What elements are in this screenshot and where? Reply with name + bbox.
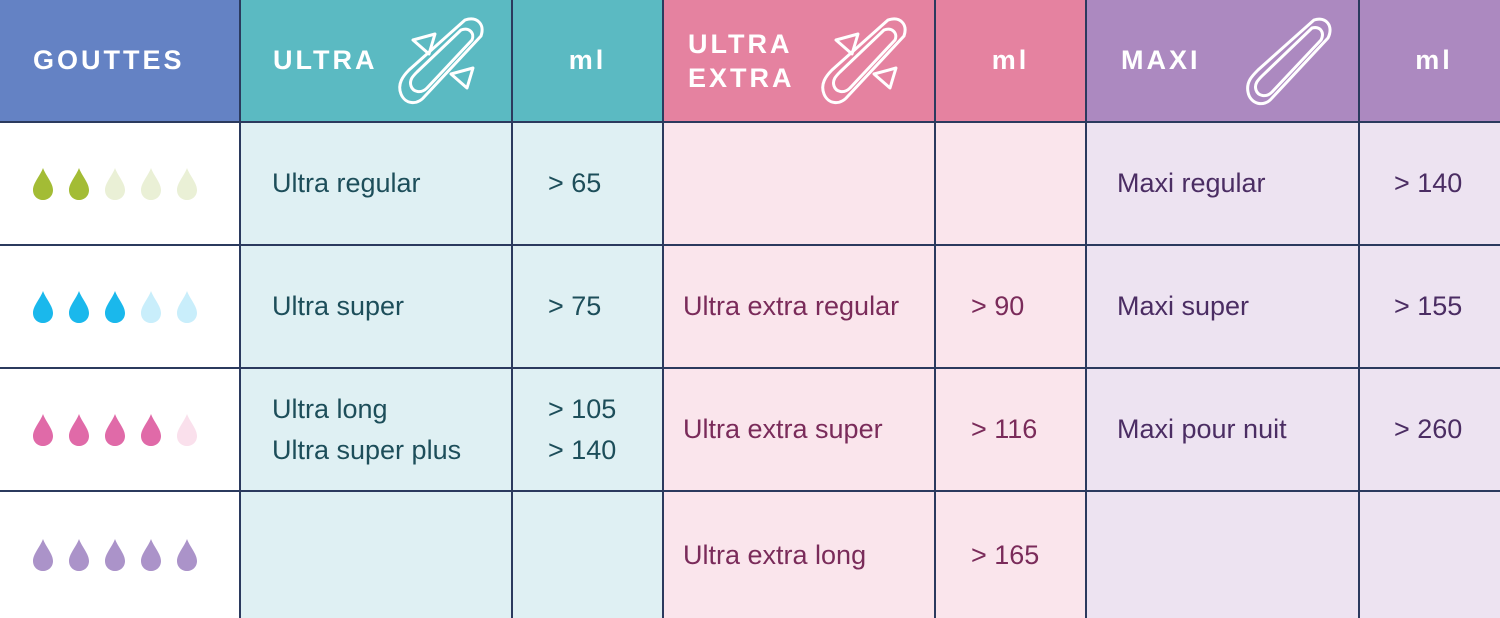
drop-filled-icon (105, 413, 125, 446)
drops-rating (0, 492, 239, 618)
ml-value: > 90 (971, 291, 1025, 321)
product-name: Ultra super (272, 291, 405, 321)
ml-value: > 116 (971, 414, 1038, 444)
drop-filled-icon (69, 413, 89, 446)
drop-filled-icon (177, 539, 197, 571)
drop-filled-icon (69, 167, 89, 200)
header-maxi: MAXI (1087, 0, 1358, 121)
drop-filled-icon (105, 290, 125, 323)
drop-filled-icon (33, 539, 53, 571)
product-name: Ultra super plus (272, 434, 462, 465)
ml-value: > 140 (1394, 168, 1463, 198)
product-name: Maxi super (1117, 291, 1250, 321)
ml-value: > 155 (1394, 291, 1463, 321)
drop-filled-icon (33, 167, 53, 200)
ml-value: > 140 (548, 434, 617, 465)
maxi-ml-value: > 140 (1360, 123, 1500, 244)
header-ultra-extra-line2: EXTRA (688, 62, 795, 93)
header-ultra-ml-label: ml (568, 45, 607, 75)
maxi-ml-value (1360, 492, 1500, 618)
ultra-extra-product: Ultra extra regular (664, 246, 934, 367)
ultra-ml-value: > 65 (513, 123, 662, 244)
header-ultra-extra-line1: ULTRA (688, 28, 793, 59)
ml-value: > 65 (548, 168, 602, 198)
maxi-product: Maxi pour nuit (1087, 369, 1358, 490)
maxi-product: Maxi super (1087, 246, 1358, 367)
ml-value: > 260 (1394, 414, 1463, 444)
product-name: Ultra regular (272, 168, 421, 198)
drop-empty-icon (177, 413, 197, 446)
drops-rating (0, 369, 239, 490)
drops-rating (0, 246, 239, 367)
drop-filled-icon (141, 539, 161, 571)
ultra-extra-ml-value (936, 123, 1085, 244)
maxi-product (1087, 492, 1358, 618)
header-maxi-ml-label: ml (1415, 45, 1453, 75)
header-ultra-label: ULTRA (273, 45, 378, 75)
maxi-ml-value: > 260 (1360, 369, 1500, 490)
product-name: Maxi pour nuit (1117, 414, 1287, 444)
maxi-pad-icon (1246, 17, 1332, 106)
header-gouttes: GOUTTES (0, 0, 239, 121)
product-name: Ultra extra regular (683, 291, 900, 321)
ultra-ml-value: > 75 (513, 246, 662, 367)
drop-filled-icon (33, 413, 53, 446)
drop-empty-icon (177, 290, 197, 323)
drop-filled-icon (141, 413, 161, 446)
maxi-ml-value: > 155 (1360, 246, 1500, 367)
ultra-product: Ultra regular (241, 123, 511, 244)
product-name: Maxi regular (1117, 168, 1266, 198)
pad-with-wings-icon (398, 17, 484, 104)
drop-filled-icon (69, 539, 89, 571)
drop-filled-icon (33, 290, 53, 323)
pad-with-wings-icon (821, 17, 907, 104)
ml-value: > 75 (548, 291, 602, 321)
ultra-extra-ml-value: > 90 (936, 246, 1085, 367)
header-maxi-label: MAXI (1121, 45, 1201, 75)
ultra-extra-product: Ultra extra super (664, 369, 934, 490)
ultra-extra-ml-value: > 116 (936, 369, 1085, 490)
ultra-extra-ml-value: > 165 (936, 492, 1085, 618)
drop-empty-icon (141, 290, 161, 323)
header-gouttes-label: GOUTTES (33, 45, 185, 75)
header-ultra-extra: ULTRA EXTRA (664, 0, 934, 121)
drop-filled-icon (105, 539, 125, 571)
ultra-extra-product (664, 123, 934, 244)
ultra-product: Ultra super (241, 246, 511, 367)
drop-empty-icon (105, 167, 125, 200)
drop-empty-icon (141, 167, 161, 200)
ultra-ml-value (513, 492, 662, 618)
ml-value: > 105 (548, 393, 617, 424)
ultra-ml-value: > 105 > 140 (513, 369, 662, 490)
drop-empty-icon (177, 167, 197, 200)
maxi-product: Maxi regular (1087, 123, 1358, 244)
drop-filled-icon (69, 290, 89, 323)
header-ultra: ULTRA (241, 0, 511, 121)
header-ultra-extra-ml-label: ml (991, 45, 1030, 75)
ultra-product (241, 492, 511, 618)
product-name: Ultra extra long (683, 539, 867, 570)
drops-rating (0, 123, 239, 244)
product-name: Ultra extra super (683, 414, 883, 444)
ultra-extra-product: Ultra extra long (664, 492, 934, 618)
header-ultra-ml: ml (513, 0, 662, 121)
ml-value: > 165 (971, 539, 1040, 570)
product-name: Ultra long (272, 393, 388, 424)
header-maxi-ml: ml (1360, 0, 1500, 121)
ultra-product: Ultra long Ultra super plus (241, 369, 511, 490)
header-ultra-extra-ml: ml (936, 0, 1085, 121)
